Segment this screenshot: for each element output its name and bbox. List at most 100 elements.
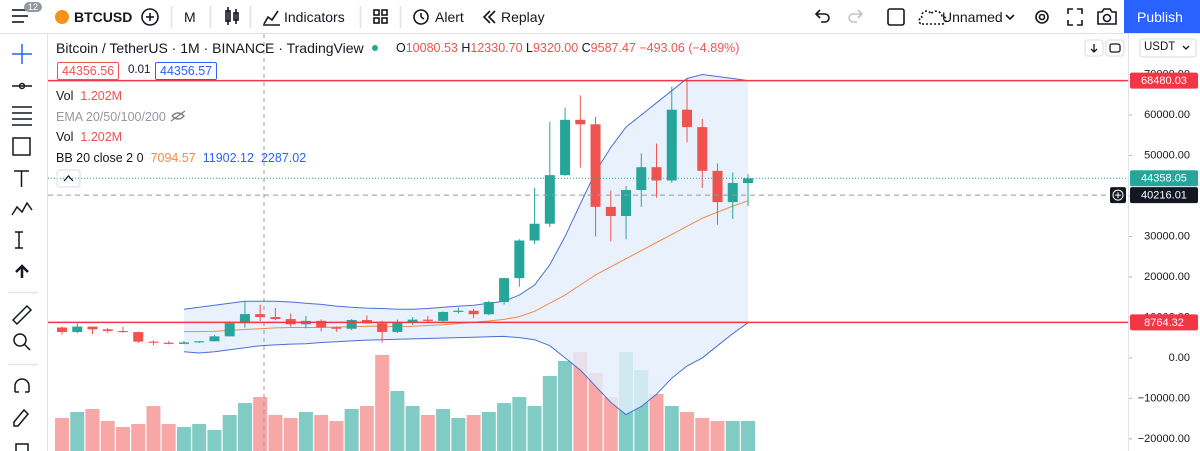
candle-body bbox=[499, 278, 510, 303]
publish-label[interactable]: Publish bbox=[1137, 9, 1183, 25]
volume-bar bbox=[222, 415, 237, 451]
sell-price[interactable]: 44356.56 bbox=[57, 62, 120, 80]
alert-icon[interactable] bbox=[413, 9, 429, 25]
lock-drawings-tool[interactable] bbox=[13, 408, 30, 427]
trend-line-tool[interactable] bbox=[12, 82, 32, 90]
volume-bar bbox=[649, 394, 664, 451]
spread: 0.01 bbox=[128, 64, 151, 76]
volume-bar bbox=[573, 352, 588, 451]
bollinger-lower bbox=[183, 322, 749, 416]
volume-bar bbox=[359, 406, 374, 451]
candle-body bbox=[194, 341, 205, 343]
collapse-button[interactable] bbox=[56, 169, 81, 188]
candle-body bbox=[590, 124, 601, 207]
candle-body bbox=[133, 332, 144, 342]
candle-body bbox=[239, 314, 250, 324]
candle-body bbox=[178, 342, 189, 344]
publish-button[interactable] bbox=[1124, 0, 1200, 33]
ohlc-value: 10080.53 bbox=[405, 41, 458, 55]
price-axis bbox=[1129, 34, 1200, 451]
indicators-icon[interactable] bbox=[263, 10, 279, 25]
replay-button[interactable]: Replay bbox=[501, 9, 545, 25]
settings-icon[interactable] bbox=[1035, 10, 1049, 24]
candle-body bbox=[636, 167, 647, 191]
ohlc-label: H bbox=[461, 41, 471, 55]
buy-price[interactable]: 44356.57 bbox=[155, 62, 218, 80]
reset-button[interactable] bbox=[1105, 39, 1125, 57]
price-label-box bbox=[1130, 187, 1198, 204]
volume-bar bbox=[497, 403, 512, 451]
source: TradingView bbox=[286, 40, 364, 56]
volume-bar bbox=[192, 424, 207, 451]
candle-body bbox=[727, 183, 738, 203]
zoom-tool[interactable] bbox=[13, 333, 27, 347]
volume-bar bbox=[664, 406, 679, 451]
scroll-button[interactable] bbox=[1084, 39, 1104, 57]
candle-body bbox=[407, 319, 418, 323]
volume-bar bbox=[161, 424, 176, 451]
overlay: 70000.0060000.0050000.0040000.0030000.00… bbox=[48, 34, 1200, 451]
candle-body bbox=[316, 320, 327, 328]
exchange: BINANCE bbox=[212, 40, 275, 56]
prediction-tool[interactable] bbox=[15, 231, 23, 249]
y-tick-label: 0.00 bbox=[1169, 352, 1190, 364]
crosshair-tool[interactable] bbox=[12, 44, 32, 64]
measure-tool[interactable] bbox=[11, 304, 33, 326]
volume-bar bbox=[115, 427, 130, 451]
snapshot-icon[interactable] bbox=[1097, 8, 1117, 25]
candle-body bbox=[605, 206, 616, 217]
volume-bar bbox=[680, 412, 695, 451]
candle-body bbox=[560, 119, 571, 176]
magnet-tool[interactable] bbox=[14, 378, 30, 393]
candle-body bbox=[514, 240, 525, 279]
pattern-tool[interactable] bbox=[11, 201, 33, 216]
compare-icon[interactable] bbox=[141, 8, 159, 26]
volume-bar bbox=[146, 406, 161, 451]
templates-icon[interactable] bbox=[373, 9, 388, 24]
candle-body bbox=[544, 175, 555, 224]
indicators-button[interactable]: Indicators bbox=[284, 9, 345, 25]
price-label-box bbox=[1130, 170, 1198, 187]
ohlc-label: O bbox=[396, 41, 406, 55]
replay-icon[interactable] bbox=[482, 10, 491, 24]
chart-type-icon[interactable] bbox=[225, 7, 239, 25]
bollinger-fill bbox=[183, 74, 748, 415]
shape-tool[interactable] bbox=[12, 137, 31, 156]
alert-button[interactable]: Alert bbox=[435, 9, 464, 25]
select-layout-icon[interactable] bbox=[887, 8, 905, 26]
volume-bar bbox=[375, 355, 390, 451]
undo-icon[interactable] bbox=[814, 9, 830, 23]
volume-bar bbox=[481, 412, 496, 451]
volume-bar bbox=[176, 427, 191, 451]
price-label: 8764.32 bbox=[1144, 317, 1184, 329]
ohlc-value: 9320.00 bbox=[532, 41, 579, 55]
volume-bar bbox=[436, 409, 451, 451]
volume-bar bbox=[85, 409, 100, 451]
fib-tool[interactable] bbox=[12, 106, 32, 126]
currency-select[interactable] bbox=[1139, 38, 1197, 58]
volume-bar bbox=[466, 415, 481, 451]
ohlc-label: C bbox=[581, 41, 591, 55]
currency[interactable]: USDT bbox=[1144, 41, 1176, 53]
add-icon bbox=[1112, 189, 1124, 201]
volume-bar bbox=[542, 376, 557, 451]
candle-body bbox=[209, 336, 220, 342]
icons-tool[interactable] bbox=[15, 264, 29, 278]
text-tool[interactable] bbox=[14, 170, 29, 187]
price-label: 68480.03 bbox=[1141, 75, 1187, 87]
drawing-tools bbox=[8, 44, 38, 451]
toolbar-icons bbox=[12, 6, 1117, 28]
fullscreen-icon[interactable] bbox=[1067, 8, 1083, 26]
hide-tool[interactable] bbox=[15, 443, 29, 451]
candle-body bbox=[163, 342, 174, 344]
interval[interactable]: M bbox=[184, 9, 196, 25]
layout-menu-icon[interactable] bbox=[1005, 14, 1015, 21]
candle-body bbox=[666, 109, 677, 181]
volume-bar bbox=[405, 406, 420, 451]
layout-name[interactable]: Unnamed bbox=[942, 9, 1003, 25]
symbol[interactable]: BTCUSD bbox=[74, 9, 133, 25]
hidden-eye-icon[interactable] bbox=[170, 110, 186, 122]
y-tick-label: 20000.00 bbox=[1144, 271, 1190, 283]
candle-body bbox=[331, 327, 342, 329]
